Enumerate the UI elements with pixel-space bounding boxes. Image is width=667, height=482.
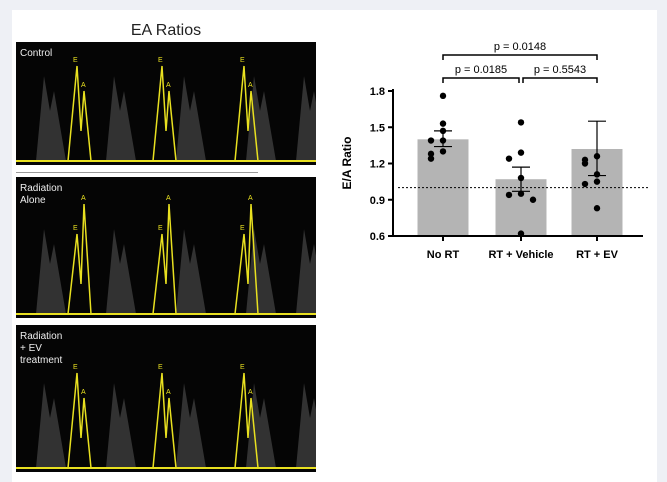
flow-waveform bbox=[106, 76, 136, 161]
y-tick-label: 1.8 bbox=[370, 86, 385, 98]
doppler-panel-control: E A E A E A Control bbox=[16, 42, 316, 165]
significance-bracket bbox=[522, 77, 598, 83]
a-marker: A bbox=[81, 389, 86, 396]
data-point bbox=[581, 160, 589, 167]
doppler-panel-radiation-ev: E A E A E A Radiation + EV treatment bbox=[16, 325, 316, 472]
data-point bbox=[505, 191, 513, 199]
flow-waveform bbox=[176, 229, 206, 314]
ea-trace bbox=[152, 372, 196, 469]
p-value-label: p = 0.0185 bbox=[455, 64, 507, 76]
divider bbox=[16, 172, 258, 173]
ea-trace bbox=[67, 372, 111, 469]
data-point bbox=[593, 205, 601, 212]
flow-waveform bbox=[106, 229, 136, 314]
ea-trace bbox=[234, 372, 278, 469]
a-marker: A bbox=[248, 195, 253, 202]
flow-waveform bbox=[296, 76, 316, 161]
e-marker: E bbox=[240, 57, 245, 64]
e-marker: E bbox=[240, 225, 245, 232]
data-point bbox=[517, 119, 525, 126]
a-marker: A bbox=[81, 195, 86, 202]
a-marker: A bbox=[166, 389, 171, 396]
flow-waveform bbox=[296, 229, 316, 314]
panel-label: Radiation Alone bbox=[20, 183, 63, 206]
x-tick-label: No RT bbox=[427, 249, 460, 261]
e-marker: E bbox=[73, 225, 78, 232]
panel-label: Radiation + EV treatment bbox=[20, 331, 63, 366]
panel-label: Control bbox=[20, 48, 53, 59]
doppler-image: E A E A E A bbox=[16, 364, 316, 469]
flow-waveform bbox=[176, 383, 206, 468]
e-marker: E bbox=[158, 225, 163, 232]
ea-trace bbox=[67, 65, 111, 162]
ea-trace bbox=[67, 203, 111, 315]
a-marker: A bbox=[248, 82, 253, 89]
y-tick-label: 1.5 bbox=[370, 122, 385, 134]
p-value-label: p = 0.5543 bbox=[534, 64, 586, 76]
e-marker: E bbox=[73, 57, 78, 64]
y-tick-label: 0.6 bbox=[370, 231, 385, 243]
flow-waveform bbox=[296, 383, 316, 468]
x-tick-label: RT + Vehicle bbox=[488, 249, 553, 261]
ea-trace bbox=[234, 65, 278, 162]
significance-bracket bbox=[442, 77, 520, 83]
data-point bbox=[427, 155, 435, 162]
flow-waveform bbox=[246, 383, 276, 468]
flow-waveform bbox=[176, 76, 206, 161]
figure-title: EA Ratios bbox=[130, 22, 202, 39]
doppler-panel-radiation: E A E A E A Radiation Alone bbox=[16, 177, 316, 318]
data-point bbox=[505, 155, 513, 162]
data-point bbox=[517, 149, 525, 156]
a-marker: A bbox=[166, 82, 171, 89]
flow-waveform bbox=[36, 383, 66, 468]
e-marker: E bbox=[73, 364, 78, 371]
a-marker: A bbox=[81, 82, 86, 89]
y-axis-label: E/A Ratio bbox=[340, 137, 354, 190]
p-value-label: p = 0.0148 bbox=[494, 41, 546, 53]
data-point bbox=[517, 190, 525, 197]
flow-waveform bbox=[246, 76, 276, 161]
data-point bbox=[593, 178, 601, 185]
flow-waveform bbox=[36, 229, 66, 314]
significance-bracket bbox=[442, 54, 598, 60]
y-tick-label: 1.2 bbox=[370, 159, 385, 171]
a-marker: A bbox=[166, 195, 171, 202]
e-marker: E bbox=[158, 57, 163, 64]
flow-waveform bbox=[36, 76, 66, 161]
ea-trace bbox=[152, 65, 196, 162]
x-tick-label: RT + EV bbox=[576, 249, 619, 261]
data-point bbox=[439, 148, 447, 155]
flow-waveform bbox=[106, 383, 136, 468]
e-marker: E bbox=[158, 364, 163, 371]
y-tick-label: 0.9 bbox=[370, 195, 385, 207]
data-point bbox=[581, 180, 589, 188]
doppler-image: E A E A E A bbox=[16, 195, 316, 315]
doppler-image: E A E A E A bbox=[16, 57, 316, 162]
data-point bbox=[427, 137, 435, 144]
e-marker: E bbox=[240, 364, 245, 371]
a-marker: A bbox=[248, 389, 253, 396]
data-point bbox=[439, 92, 447, 100]
data-point bbox=[439, 120, 447, 127]
ea-trace bbox=[234, 203, 278, 315]
ea-trace bbox=[152, 203, 196, 315]
data-point bbox=[427, 150, 435, 158]
data-point bbox=[529, 196, 537, 203]
